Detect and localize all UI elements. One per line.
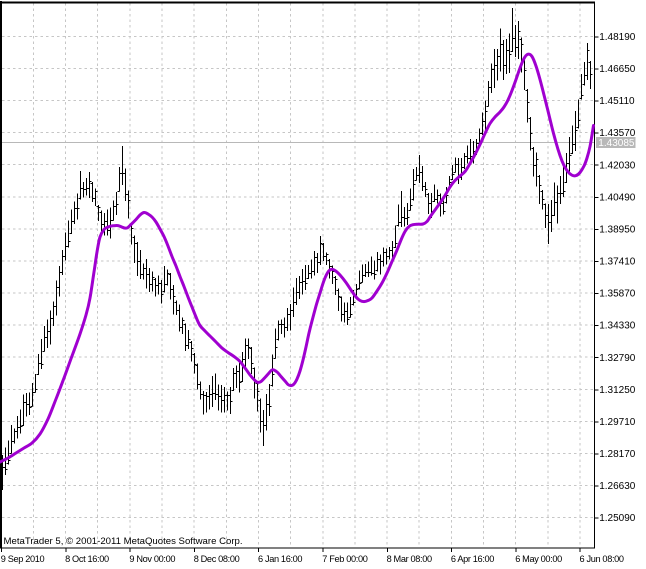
svg-text:1.34330: 1.34330 — [599, 321, 636, 332]
svg-text:1.38950: 1.38950 — [599, 225, 636, 236]
svg-text:7 Feb 00:00: 7 Feb 00:00 — [322, 554, 367, 564]
svg-text:1.42030: 1.42030 — [599, 160, 636, 171]
svg-text:8 Oct 16:00: 8 Oct 16:00 — [65, 554, 109, 564]
svg-text:8 Mar 08:00: 8 Mar 08:00 — [387, 554, 432, 564]
svg-text:1.37410: 1.37410 — [599, 257, 636, 268]
svg-text:1.31250: 1.31250 — [599, 385, 636, 396]
svg-text:1.25090: 1.25090 — [599, 513, 636, 524]
svg-text:1.43570: 1.43570 — [599, 128, 636, 139]
svg-text:6 May 00:00: 6 May 00:00 — [515, 554, 562, 564]
svg-text:9 Nov 00:00: 9 Nov 00:00 — [129, 554, 175, 564]
svg-text:1.40490: 1.40490 — [599, 192, 636, 203]
svg-text:6 Jan 16:00: 6 Jan 16:00 — [258, 554, 302, 564]
svg-text:1.32790: 1.32790 — [599, 353, 636, 364]
svg-text:6 Jun 08:00: 6 Jun 08:00 — [580, 554, 624, 564]
svg-text:6 Apr 16:00: 6 Apr 16:00 — [451, 554, 494, 564]
svg-text:1.29710: 1.29710 — [599, 417, 636, 428]
svg-text:1.48190: 1.48190 — [599, 32, 636, 43]
svg-text:1.26630: 1.26630 — [599, 481, 636, 492]
svg-text:1.28170: 1.28170 — [599, 449, 636, 460]
svg-text:1.43085: 1.43085 — [598, 138, 635, 149]
svg-text:1.45110: 1.45110 — [599, 96, 635, 107]
svg-text:MetaTrader 5, © 2001-2011 Meta: MetaTrader 5, © 2001-2011 MetaQuotes Sof… — [4, 536, 243, 547]
svg-text:1.46650: 1.46650 — [599, 64, 636, 75]
svg-text:1.35870: 1.35870 — [599, 289, 636, 300]
svg-text:8 Dec 08:00: 8 Dec 08:00 — [194, 554, 240, 564]
svg-text:9 Sep 2010: 9 Sep 2010 — [1, 554, 45, 564]
